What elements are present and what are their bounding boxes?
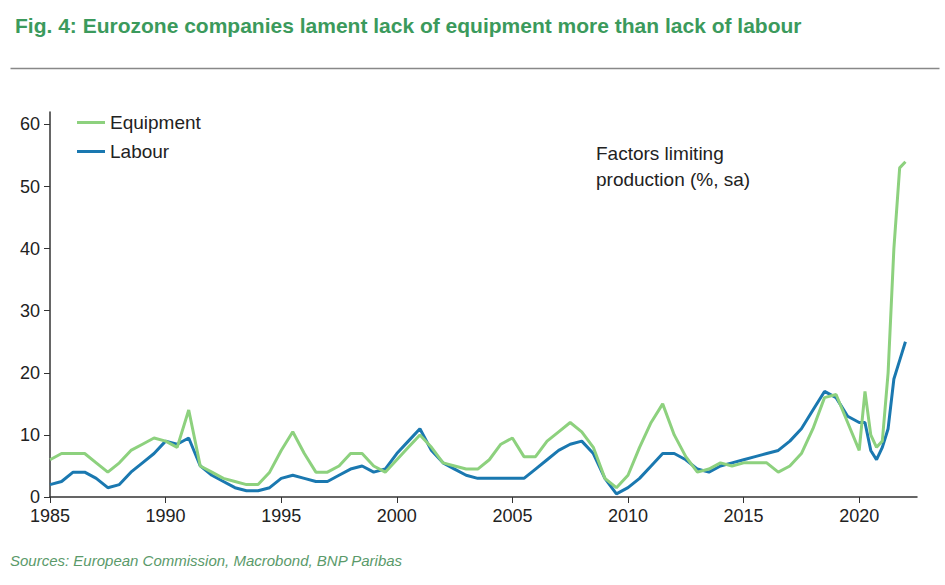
svg-text:1985: 1985 xyxy=(30,506,70,526)
svg-text:production (%, sa): production (%, sa) xyxy=(596,169,750,190)
svg-text:Sources: European Commission,: Sources: European Commission, Macrobond,… xyxy=(10,552,403,569)
svg-text:2010: 2010 xyxy=(608,506,648,526)
svg-text:40: 40 xyxy=(20,239,40,259)
svg-text:0: 0 xyxy=(30,487,40,507)
svg-text:10: 10 xyxy=(20,425,40,445)
svg-text:50: 50 xyxy=(20,177,40,197)
svg-text:Fig. 4: Eurozone companies lam: Fig. 4: Eurozone companies lament lack o… xyxy=(15,14,801,37)
svg-text:1990: 1990 xyxy=(146,506,186,526)
svg-text:30: 30 xyxy=(20,301,40,321)
svg-text:Factors limiting: Factors limiting xyxy=(596,143,729,164)
svg-text:20: 20 xyxy=(20,363,40,383)
svg-text:Equipment: Equipment xyxy=(110,112,202,133)
svg-text:2005: 2005 xyxy=(492,506,532,526)
svg-text:2000: 2000 xyxy=(377,506,417,526)
svg-text:Labour: Labour xyxy=(110,141,170,162)
svg-text:2015: 2015 xyxy=(724,506,764,526)
svg-text:2020: 2020 xyxy=(839,506,879,526)
svg-text:60: 60 xyxy=(20,114,40,134)
svg-text:1995: 1995 xyxy=(261,506,301,526)
